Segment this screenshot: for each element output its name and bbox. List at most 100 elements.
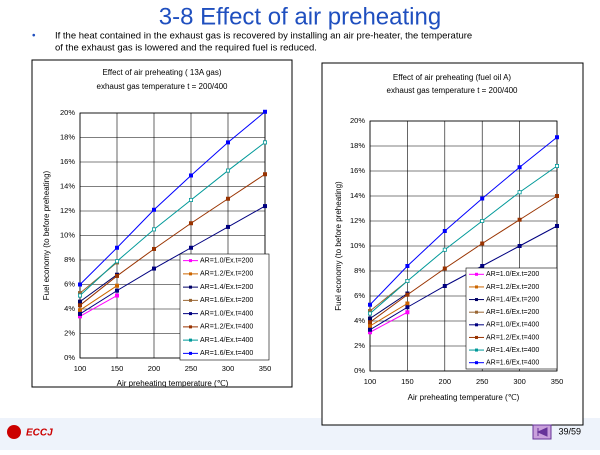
data-point [405,263,410,268]
x-tick-label: 200 [439,377,452,386]
data-point [262,109,267,114]
data-point [405,305,410,310]
y-tick-label: 4% [64,304,75,313]
legend-marker [189,298,192,302]
logo-text: ECCJ [26,428,53,439]
data-point [78,308,83,313]
data-point [188,245,193,250]
legend-label: AR=1.2/Ex.t=400 [486,334,539,341]
x-axis-label: Air preheating temperature (℃) [408,393,520,402]
legend-marker [189,285,192,289]
series-line [79,142,266,296]
data-point [517,243,522,248]
y-tick-label: 6% [354,291,365,300]
data-point [115,259,120,264]
y-tick-label: 16% [350,166,365,175]
y-tick-label: 4% [354,316,365,325]
data-point [78,282,83,287]
bullet-dot: • [32,31,36,42]
nav-icon [536,427,548,437]
y-tick-label: 6% [64,279,75,288]
data-point [480,196,485,201]
series-line [369,303,408,327]
data-point [405,301,410,306]
legend-label: AR=1.6/Ex.t=200 [486,309,539,316]
x-tick-label: 200 [148,364,161,373]
legend-label: AR=1.0/Ex.t=200 [200,257,253,264]
x-axis-label: Air preheating temperature (℃) [117,379,229,388]
legend-marker [475,272,478,276]
data-point [367,323,372,328]
legend-label: AR=1.2/Ex.t=200 [200,271,253,278]
x-tick-label: 300 [222,364,235,373]
x-tick-label: 350 [259,364,272,373]
y-tick-label: 12% [350,216,365,225]
data-point [442,247,447,252]
x-tick-label: 100 [364,377,377,386]
data-point [480,263,485,268]
legend-marker [189,338,192,342]
y-tick-label: 0% [354,366,365,375]
legend-label: AR=1.0/Ex.t=400 [486,322,539,329]
page-number: 39/59 [558,426,581,436]
data-point [225,224,230,229]
legend-label: AR=1.4/Ex.t=400 [200,337,253,344]
series-line [369,311,408,333]
bullet-line: If the heat contained in the exhaust gas… [55,31,472,42]
data-point [115,283,120,288]
data-point [367,302,372,307]
y-tick-label: 2% [354,341,365,350]
legend-marker [189,312,192,316]
data-point [115,293,120,298]
series-line [79,205,266,315]
data-point [555,223,560,228]
y-tick-label: 16% [60,157,75,166]
chart-subtitle: exhaust gas temperature t = 200/400 [387,86,519,95]
data-point [442,266,447,271]
data-point [78,293,83,298]
legend-label: AR=1.4/Ex.t=200 [200,284,253,291]
series-line [79,173,266,306]
data-point [151,266,156,271]
legend-box [179,253,270,361]
y-tick-label: 12% [60,206,75,215]
data-point [480,218,485,223]
data-point [78,299,83,304]
legend-marker [475,361,478,365]
legend-label: AR=1.4/Ex.t=200 [486,296,539,303]
data-point [555,163,560,168]
data-point [225,140,230,145]
data-point [262,140,267,145]
series-line [79,295,118,317]
data-point [188,197,193,202]
y-axis-label: Fuel economy (to before preheating) [334,181,343,311]
data-point [151,227,156,232]
y-tick-label: 10% [60,230,75,239]
data-point [405,278,410,283]
data-point [405,310,410,315]
legend-label: AR=1.2/Ex.t=200 [486,284,539,291]
data-point [78,311,83,316]
data-point [115,288,120,293]
series-line [369,225,558,331]
data-point [555,135,560,140]
legend-marker [189,272,192,276]
series-line [79,285,118,311]
y-axis-label: Fuel economy (to before preheating) [42,170,51,300]
x-tick-label: 100 [74,364,87,373]
data-point [188,221,193,226]
series-line [79,111,266,285]
x-tick-label: 250 [476,377,489,386]
y-tick-label: 10% [350,241,365,250]
legend-box [465,267,558,370]
legend-label: AR=1.0/Ex.t=200 [486,271,539,278]
x-tick-label: 250 [185,364,198,373]
legend-marker [475,310,478,314]
y-tick-label: 20% [60,108,75,117]
slide-title: 3-8 Effect of air preheating [159,3,441,30]
data-point [480,241,485,246]
legend-label: AR=1.6/Ex.t=400 [200,350,253,357]
y-tick-label: 2% [64,328,75,337]
